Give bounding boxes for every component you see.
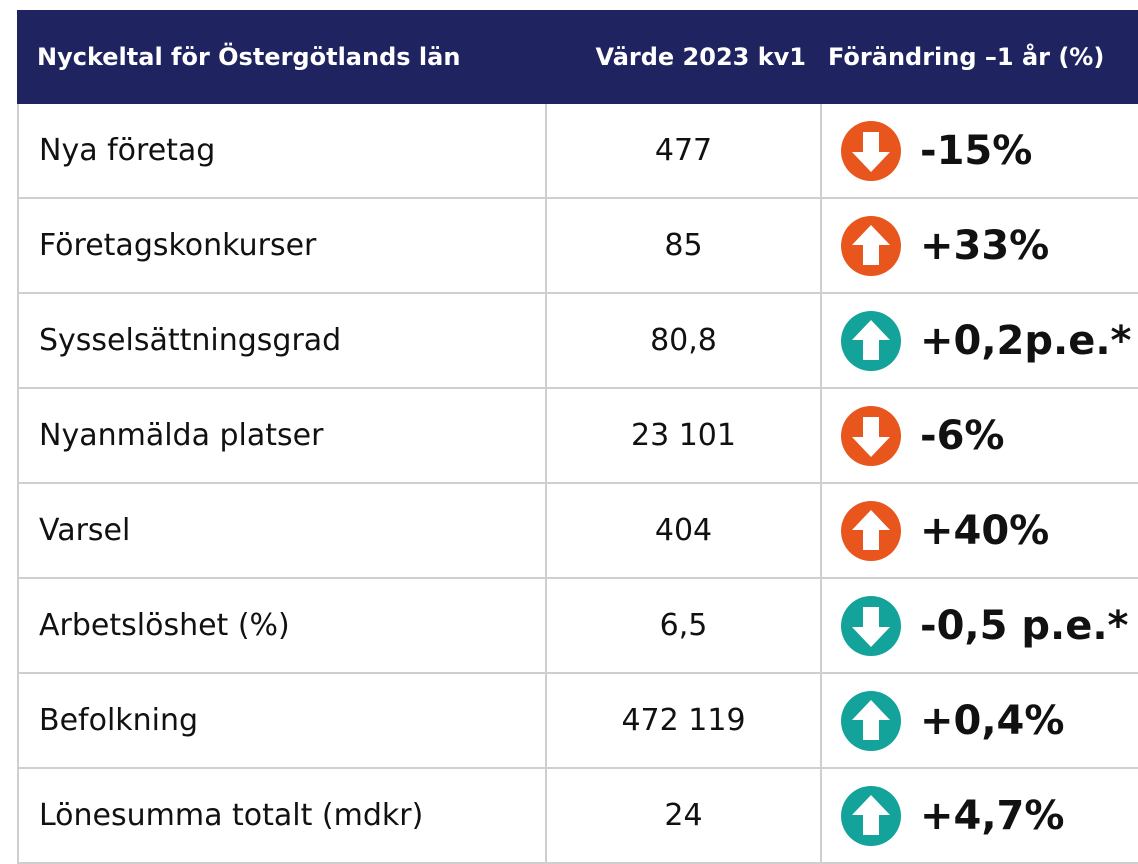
table: Nyckeltal för Östergötlands län Värde 20… [17,10,1138,864]
table-row: Företagskonkurser 85 +33% [17,199,1138,294]
arrow-icon [841,690,901,751]
label-cell: Arbetslöshet (%) [17,579,545,672]
icon-arrow [852,224,890,265]
header-cell: Nyckeltal för Östergötlands län [37,43,461,71]
change-cell: -0,5 p.e.* [820,579,1138,672]
change-cell: -6% [820,389,1138,482]
change-text: +33% [920,222,1050,269]
value-cell: 477 [545,104,820,197]
header-row: Nyckeltal för Östergötlands län Värde 20… [17,10,1138,104]
header-cell: Förändring –1 år (%) [828,43,1105,71]
table-row: Varsel 404 +40% [17,484,1138,579]
arrow-icon [841,215,901,276]
header-cell: Värde 2023 kv1 [595,43,806,71]
change-cell: +4,7% [820,769,1138,862]
icon-arrow [852,509,890,550]
value-cell: 23 101 [545,389,820,482]
arrow-icon [841,310,901,371]
value-cell: 80,8 [545,294,820,387]
label-cell: Företagskonkurser [17,199,545,292]
label-cell: Varsel [17,484,545,577]
value-cell: 472 119 [545,674,820,767]
table-row: Nyanmälda platser 23 101 -6% [17,389,1138,484]
table-row: Nya företag 477 -15% [17,104,1138,199]
icon-arrow [852,416,890,457]
change-text: -0,5 p.e.* [920,602,1129,649]
icon-arrow [852,699,890,740]
arrow-icon [841,785,901,846]
change-cell: +40% [820,484,1138,577]
icon-arrow [852,606,890,647]
label-cell: Sysselsättningsgrad [17,294,545,387]
change-cell: -15% [820,104,1138,197]
change-text: +40% [920,507,1050,554]
value-cell: 85 [545,199,820,292]
label-cell: Nyanmälda platser [17,389,545,482]
label-cell: Nya företag [17,104,545,197]
table-row: Befolkning 472 119 +0,4% [17,674,1138,769]
value-cell: 6,5 [545,579,820,672]
icon-arrow [852,794,890,835]
change-text: +0,4% [920,697,1065,744]
arrow-icon [841,405,901,466]
label-cell: Lönesumma totalt (mdkr) [17,769,545,862]
arrow-icon [841,595,901,656]
value-cell: 404 [545,484,820,577]
table-row: Lönesumma totalt (mdkr) 24 +4,7% [17,769,1138,864]
label-cell: Befolkning [17,674,545,767]
icon-arrow [852,319,890,360]
table-row: Sysselsättningsgrad 80,8 +0,2p.e.* [17,294,1138,389]
arrow-icon [841,120,901,181]
change-cell: +0,4% [820,674,1138,767]
change-text: +4,7% [920,792,1065,839]
change-cell: +33% [820,199,1138,292]
icon-arrow [852,131,890,172]
change-text: -15% [920,127,1033,174]
table-row: Arbetslöshet (%) 6,5 -0,5 p.e.* [17,579,1138,674]
change-text: +0,2p.e.* [920,317,1132,364]
change-cell: +0,2p.e.* [820,294,1138,387]
value-cell: 24 [545,769,820,862]
arrow-icon [841,500,901,561]
change-text: -6% [920,412,1005,459]
